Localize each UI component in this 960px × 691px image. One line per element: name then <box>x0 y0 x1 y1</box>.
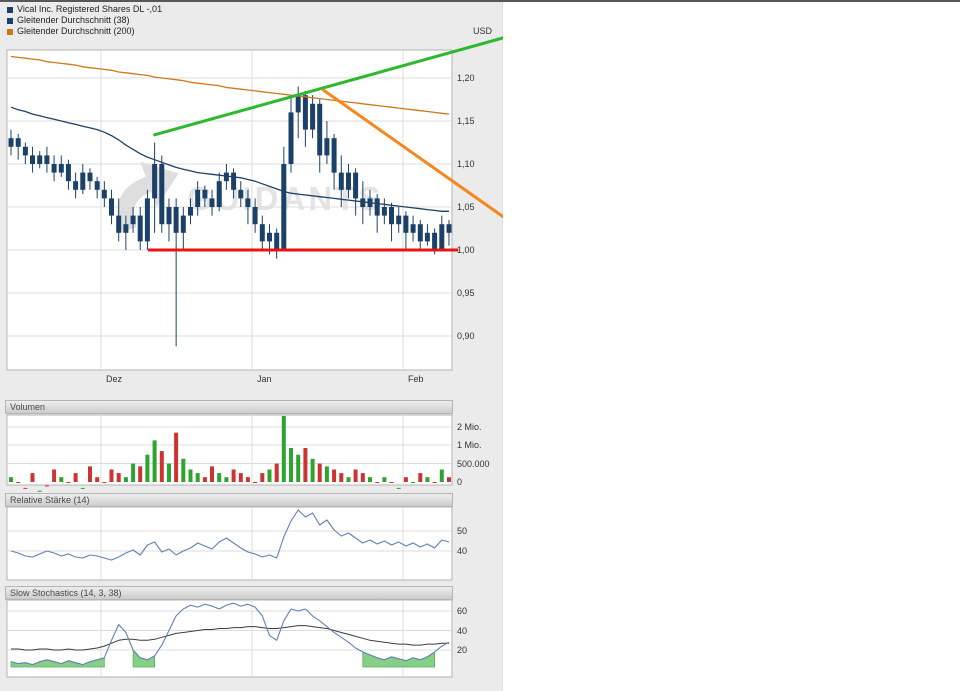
gridlines <box>7 50 452 677</box>
price-tick-label: 1,20 <box>457 73 475 83</box>
rsi-panel-header[interactable]: Relative Stärke (14) <box>5 493 453 507</box>
stochastics-panel-title: Slow Stochastics (14, 3, 38) <box>10 588 122 598</box>
legend-item-instrument[interactable]: Vical Inc. Registered Shares DL -,01 <box>7 4 162 15</box>
month-tick-label: Dez <box>106 374 123 384</box>
annotation-lines <box>148 36 503 252</box>
stochastics-panel-header[interactable]: Slow Stochastics (14, 3, 38) <box>5 586 453 600</box>
legend-item-ma200[interactable]: Gleitender Durchschnitt (200) <box>7 26 162 37</box>
month-tick-label: Jan <box>257 374 272 384</box>
volume-panel-title: Volumen <box>10 402 46 412</box>
instrument-color-swatch <box>7 6 13 13</box>
ma38-color-swatch <box>7 17 13 24</box>
price-tick-label: 0,95 <box>457 288 475 298</box>
price-tick-label: 1,15 <box>457 116 475 126</box>
rsi-tick-label: 40 <box>457 546 468 556</box>
volume-tick-label: 1 Mio. <box>457 440 482 450</box>
stochastics-tick-label: 20 <box>457 645 468 655</box>
rsi-tick-label: 50 <box>457 526 468 536</box>
chart-canvas[interactable]: GUIDANTS <box>0 2 503 691</box>
stochastics-tick-label: 40 <box>457 626 468 636</box>
ma200-label: Gleitender Durchschnitt (200) <box>17 26 135 36</box>
stochastics-lines <box>10 602 450 666</box>
ma200-color-swatch <box>7 28 13 35</box>
candles-layer <box>8 86 452 347</box>
ma200-line <box>10 55 450 115</box>
chart-column: GUIDANTS Vical Inc. Registered Shares DL… <box>0 2 503 691</box>
ma38-label: Gleitender Durchschnitt (38) <box>17 15 130 25</box>
currency-label: USD <box>473 26 493 36</box>
volume-panel-header[interactable]: Volumen <box>5 400 453 414</box>
stochastics-tick-label: 60 <box>457 606 468 616</box>
price-tick-label: 1,10 <box>457 159 475 169</box>
rsi-panel-title: Relative Stärke (14) <box>10 495 90 505</box>
volume-tick-label: 0 <box>457 477 463 487</box>
volume-tick-label: 500.000 <box>457 459 490 469</box>
volume-tick-label: 2 Mio. <box>457 422 482 432</box>
ma38-line <box>10 106 449 212</box>
trendline-down <box>321 88 503 218</box>
month-tick-label: Feb <box>408 374 424 384</box>
legend-item-ma38[interactable]: Gleitender Durchschnitt (38) <box>7 15 162 26</box>
instrument-label: Vical Inc. Registered Shares DL -,01 <box>17 4 163 14</box>
price-tick-label: 1,00 <box>457 245 475 255</box>
price-tick-label: 1,05 <box>457 202 475 212</box>
rsi-line <box>10 509 450 561</box>
volume-bars <box>9 416 451 492</box>
panel-backgrounds <box>6 49 453 678</box>
price-tick-label: 0,90 <box>457 331 475 341</box>
chart-legend: Vical Inc. Registered Shares DL -,01 Gle… <box>7 4 162 37</box>
trendline-up <box>153 36 503 137</box>
